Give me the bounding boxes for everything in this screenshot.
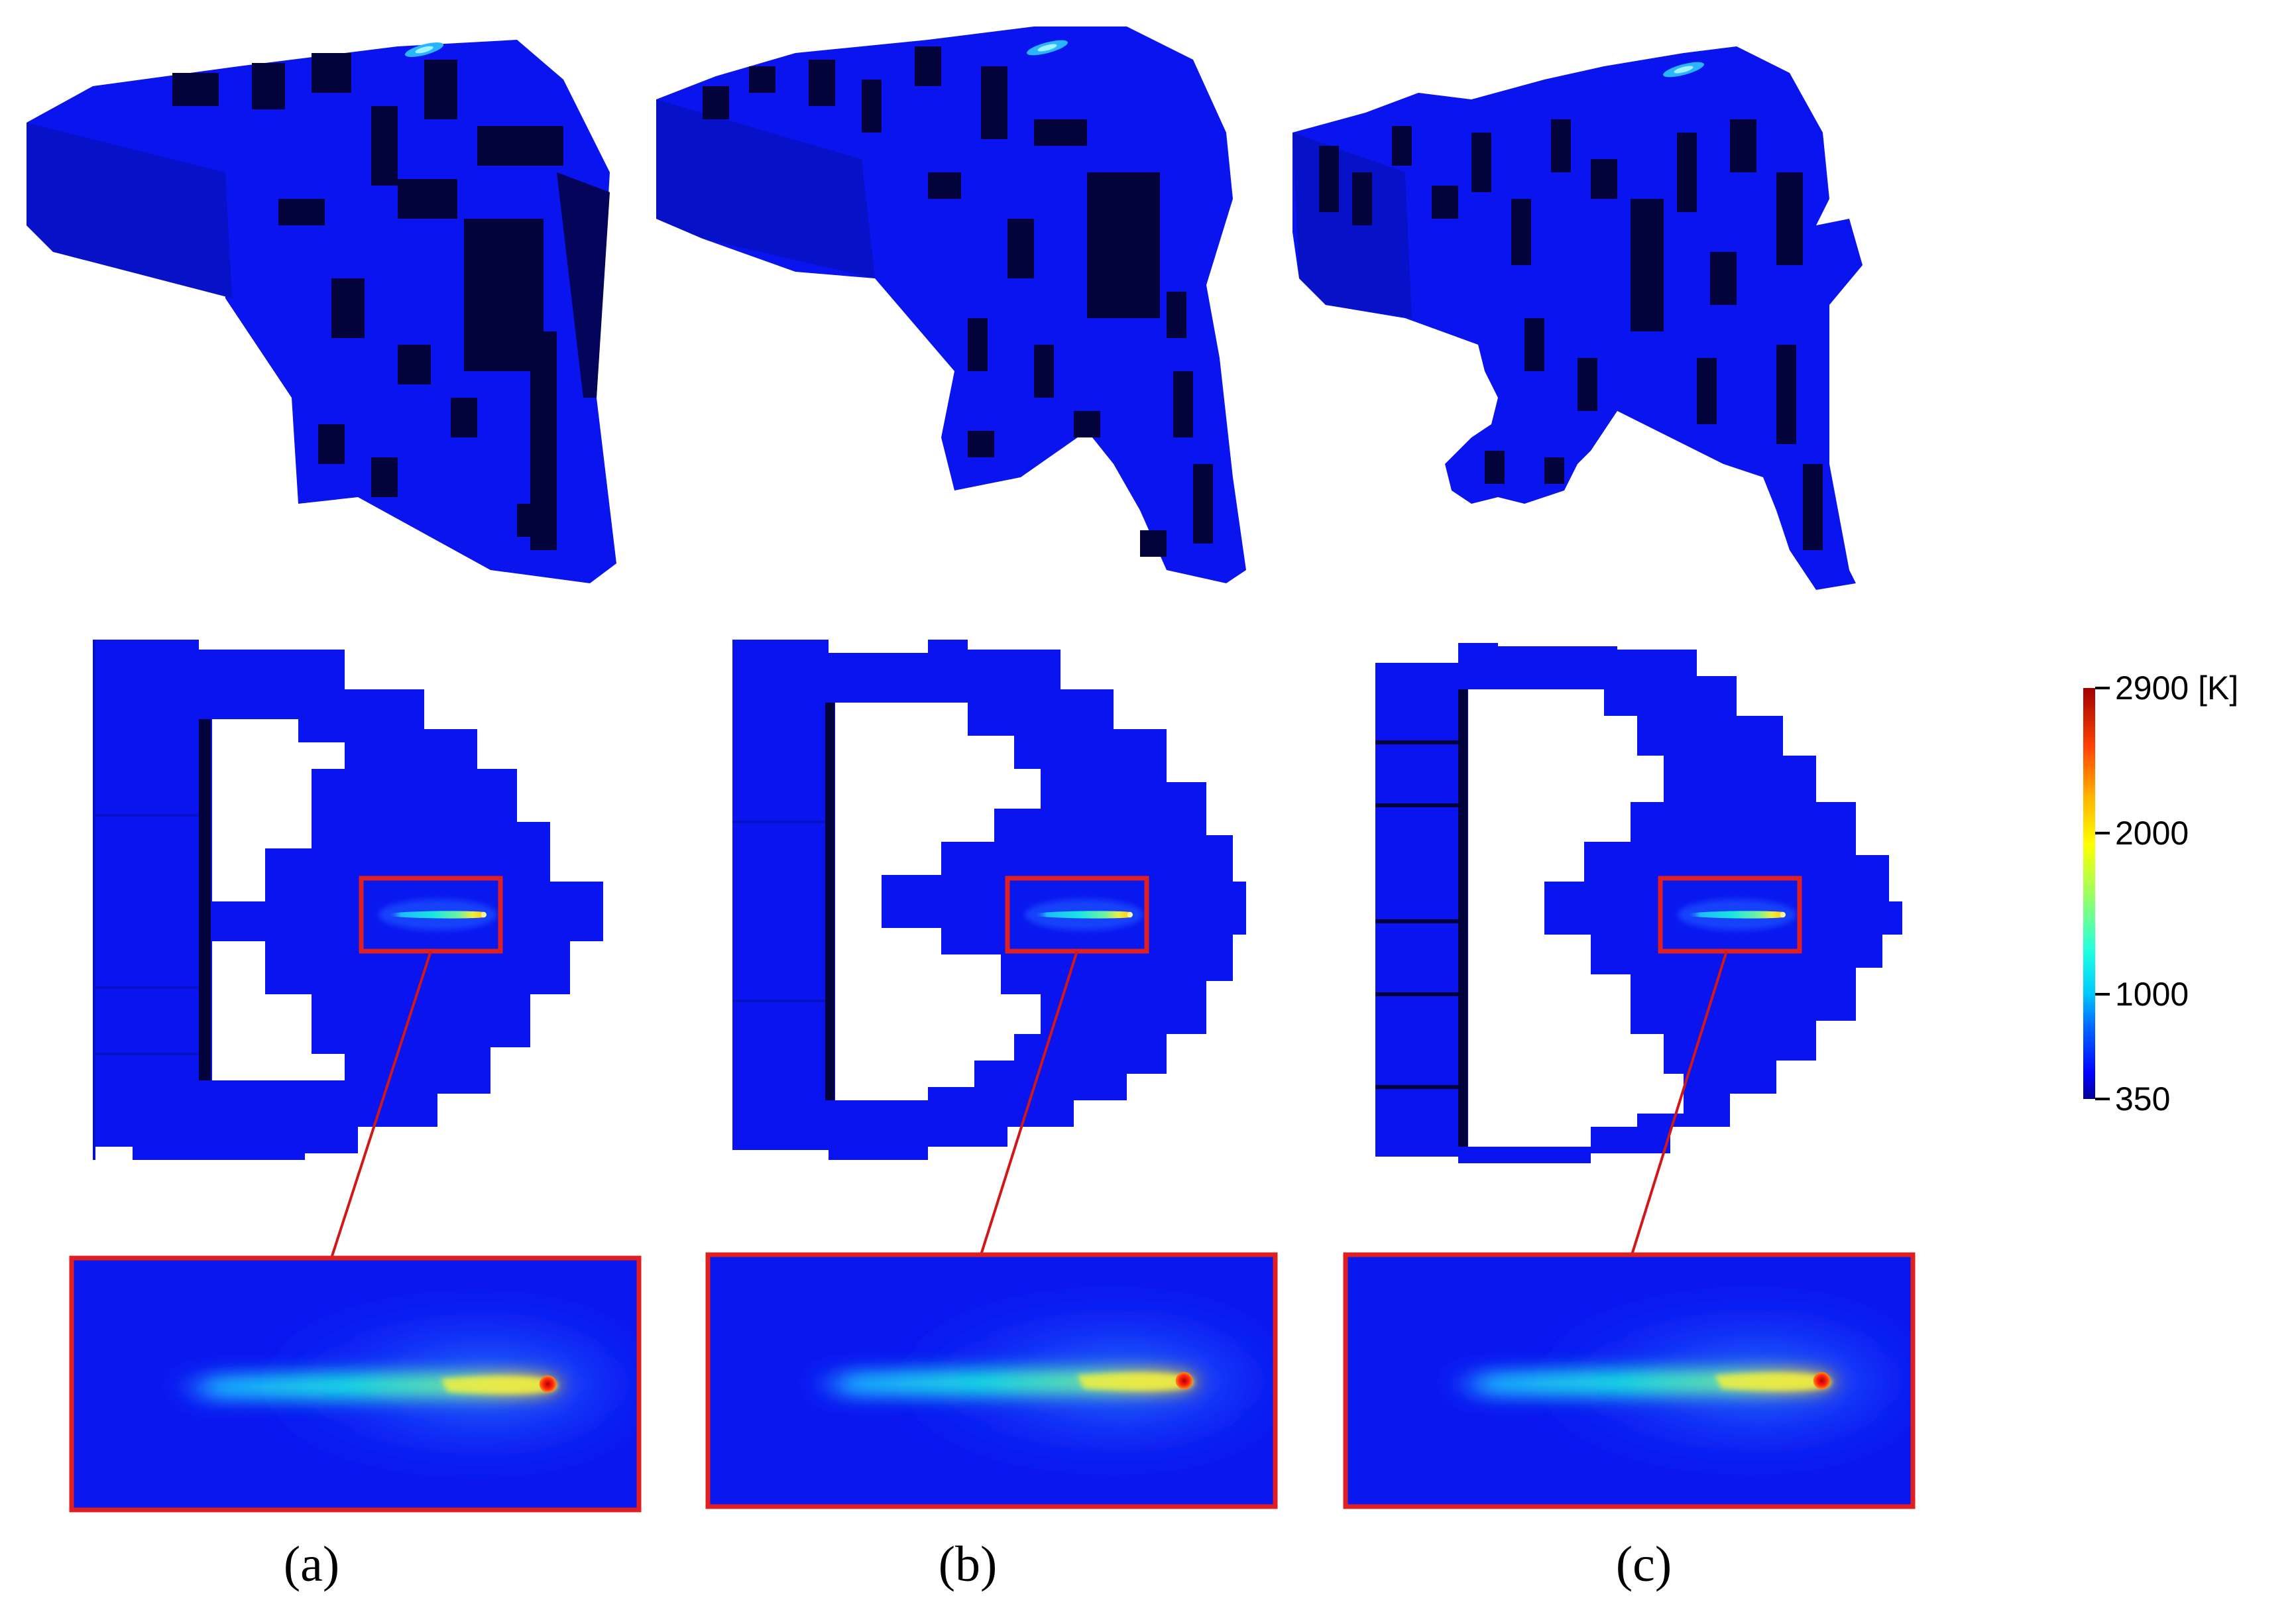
column-label-c: (c) <box>1616 1536 1672 1592</box>
melt-pool-frame-c <box>1658 876 1802 954</box>
leader-line-b <box>980 950 1078 1255</box>
colorbar-label-2900: 2900 [K] <box>2115 669 2238 707</box>
colorbar-label-350: 350 <box>2115 1080 2170 1118</box>
voxel-model-a-3d <box>27 40 616 583</box>
leader-line-c <box>1631 950 1728 1255</box>
melt-pool-frame-b <box>1005 876 1149 954</box>
melt-pool-zoom-a <box>69 1255 642 1513</box>
cross-section-a <box>93 640 603 1160</box>
column-label-a: (a) <box>284 1536 339 1592</box>
melt-pool-zoom-b <box>705 1252 1278 1509</box>
leader-line-a <box>330 950 432 1259</box>
voxel-model-b-3d <box>656 27 1246 583</box>
voxel-model-c-3d <box>1292 46 1863 590</box>
colorbar-label-1000: 1000 <box>2115 976 2189 1013</box>
cross-section-c <box>1375 643 1902 1163</box>
colorbar-label-2000: 2000 <box>2115 815 2189 852</box>
melt-pool-zoom-c <box>1343 1252 1916 1509</box>
colorbar-gradient <box>2083 688 2095 1099</box>
cross-section-b <box>732 640 1246 1160</box>
melt-pool-frame-a <box>359 876 503 954</box>
temperature-colorbar: 2900 [K] 2000 1000 350 <box>2083 669 2238 1118</box>
column-label-b: (b) <box>939 1536 998 1592</box>
